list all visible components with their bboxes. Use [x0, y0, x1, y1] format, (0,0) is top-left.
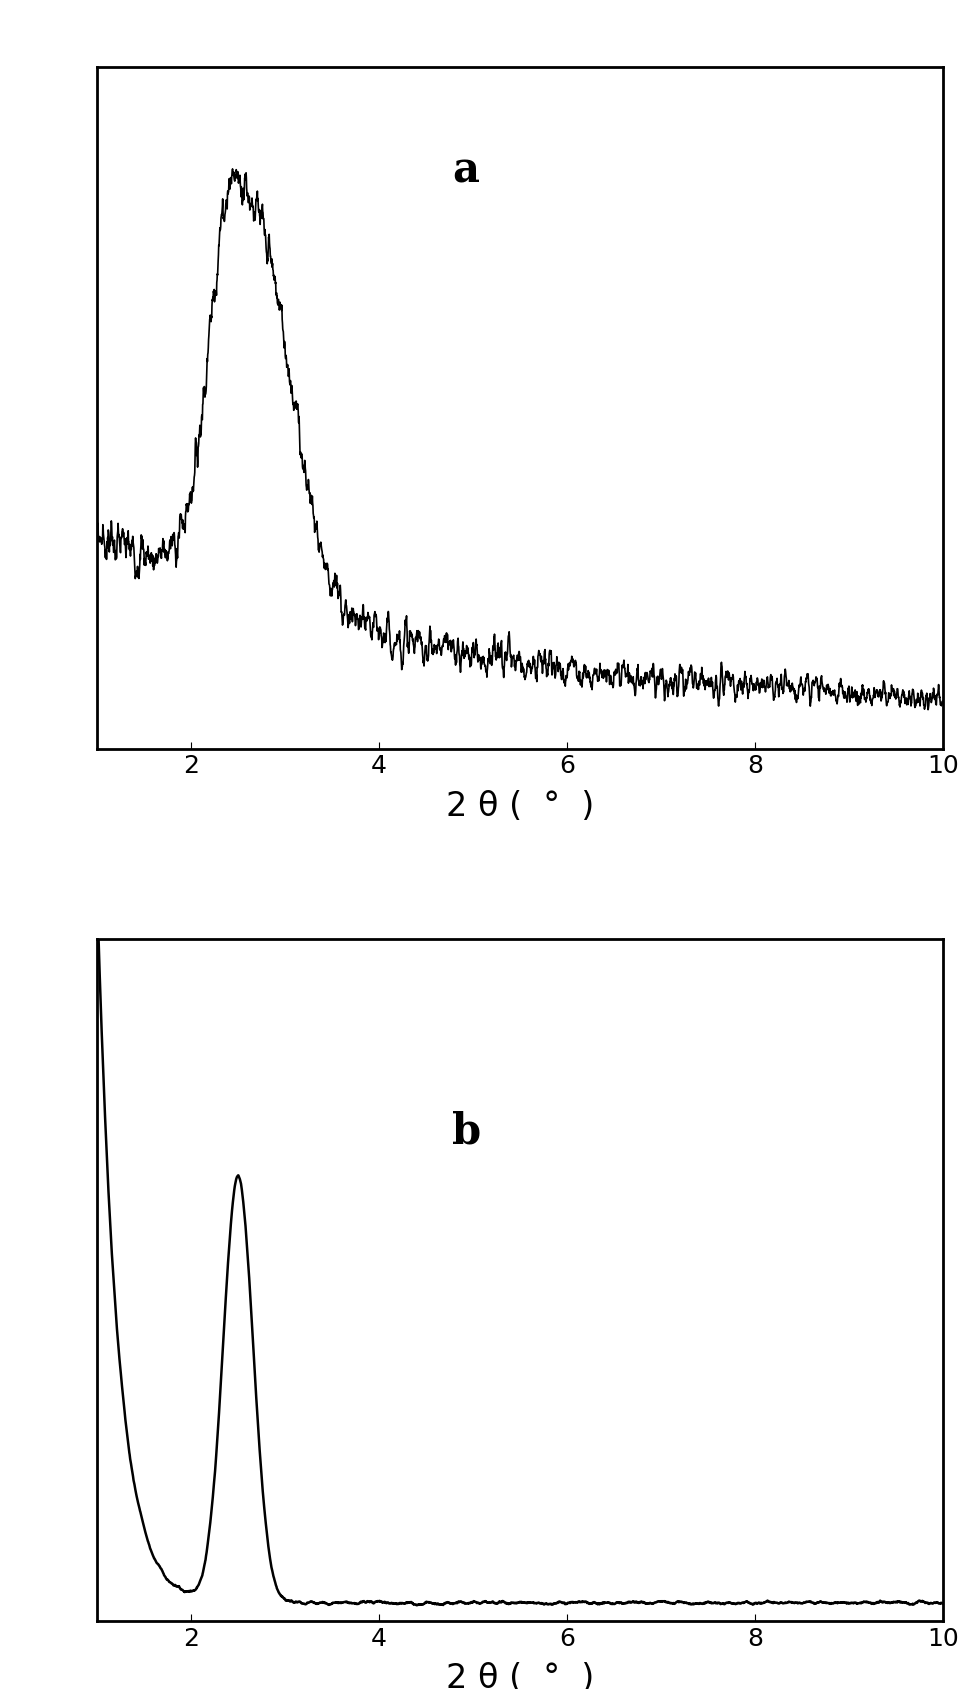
X-axis label: 2 θ (  °  ): 2 θ ( ° )	[446, 1662, 594, 1689]
X-axis label: 2 θ (  °  ): 2 θ ( ° )	[446, 789, 594, 823]
Text: b: b	[452, 1110, 481, 1152]
Text: a: a	[452, 149, 479, 191]
